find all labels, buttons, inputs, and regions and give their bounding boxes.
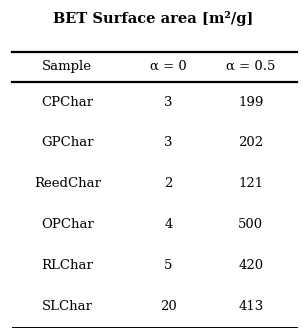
Text: GPChar: GPChar (41, 137, 94, 150)
Text: Sample: Sample (42, 60, 92, 73)
Text: 2: 2 (164, 177, 173, 190)
Text: α = 0: α = 0 (150, 60, 187, 73)
Text: SLChar: SLChar (42, 300, 93, 313)
Text: OPChar: OPChar (41, 218, 94, 231)
Text: CPChar: CPChar (41, 96, 93, 109)
Text: 420: 420 (238, 259, 263, 272)
Text: BET Surface area [m²/g]: BET Surface area [m²/g] (53, 11, 253, 26)
Text: 202: 202 (238, 137, 263, 150)
Text: 500: 500 (238, 218, 263, 231)
Text: 121: 121 (238, 177, 263, 190)
Text: ReedChar: ReedChar (34, 177, 101, 190)
Text: RLChar: RLChar (41, 259, 93, 272)
Text: 5: 5 (164, 259, 173, 272)
Text: 4: 4 (164, 218, 173, 231)
Text: 3: 3 (164, 137, 173, 150)
Text: 199: 199 (238, 96, 263, 109)
Text: 3: 3 (164, 96, 173, 109)
Text: 20: 20 (160, 300, 177, 313)
Text: α = 0.5: α = 0.5 (226, 60, 276, 73)
Text: 413: 413 (238, 300, 263, 313)
